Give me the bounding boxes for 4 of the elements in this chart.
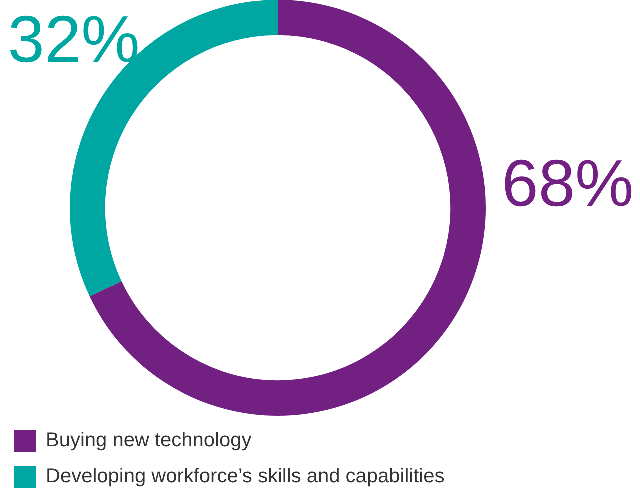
data-label: 68%	[502, 146, 634, 220]
legend-label: Developing workforce’s skills and capabilities	[46, 466, 445, 488]
legend-label: Buying new technology	[46, 430, 252, 452]
data-label: 32%	[8, 2, 140, 76]
